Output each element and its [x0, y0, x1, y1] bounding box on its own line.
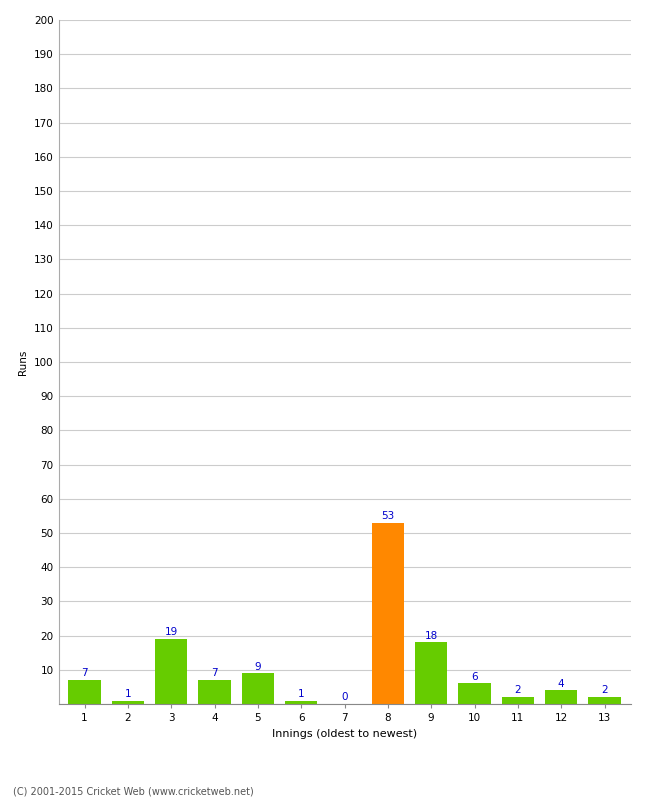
Bar	[242, 674, 274, 704]
X-axis label: Innings (oldest to newest): Innings (oldest to newest)	[272, 729, 417, 738]
Y-axis label: Runs: Runs	[18, 350, 29, 374]
Text: (C) 2001-2015 Cricket Web (www.cricketweb.net): (C) 2001-2015 Cricket Web (www.cricketwe…	[13, 786, 254, 796]
Bar	[415, 642, 447, 704]
Bar	[198, 680, 231, 704]
Text: 6: 6	[471, 672, 478, 682]
Text: 4: 4	[558, 678, 564, 689]
Text: 0: 0	[341, 692, 348, 702]
Bar	[155, 639, 187, 704]
Text: 19: 19	[164, 627, 178, 638]
Text: 2: 2	[601, 686, 608, 695]
Bar	[588, 697, 621, 704]
Text: 9: 9	[255, 662, 261, 671]
Bar	[458, 683, 491, 704]
Text: 7: 7	[81, 668, 88, 678]
Text: 18: 18	[424, 630, 438, 641]
Text: 7: 7	[211, 668, 218, 678]
Bar	[545, 690, 577, 704]
Bar	[112, 701, 144, 704]
Text: 1: 1	[125, 689, 131, 699]
Text: 53: 53	[381, 511, 395, 521]
Bar	[68, 680, 101, 704]
Bar	[502, 697, 534, 704]
Text: 1: 1	[298, 689, 304, 699]
Text: 2: 2	[515, 686, 521, 695]
Bar	[372, 522, 404, 704]
Bar	[285, 701, 317, 704]
